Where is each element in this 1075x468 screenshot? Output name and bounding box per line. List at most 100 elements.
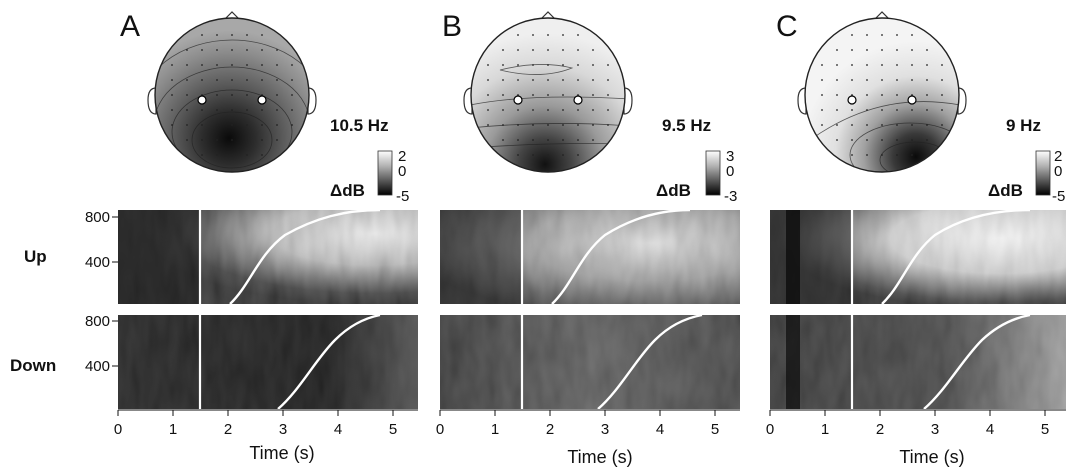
electrode-dot xyxy=(577,124,579,126)
x-tick-label: 1 xyxy=(169,421,177,438)
electrode-dot xyxy=(532,139,534,141)
colorbar-max: 2 xyxy=(1054,148,1062,165)
panel-a: A 10.5 Hz 2 0 -5 ΔdB xyxy=(85,10,418,463)
electrode-dot xyxy=(517,79,519,81)
electrode-dot xyxy=(866,94,868,96)
colorbar-mid: 0 xyxy=(1054,163,1062,180)
electrode-dot xyxy=(216,154,218,156)
colorbar-c: 2 0 -5 ΔdB xyxy=(988,148,1065,205)
electrode-dot xyxy=(851,34,853,36)
electrode-dot xyxy=(881,154,883,156)
electrode-dot xyxy=(171,124,173,126)
electrode-dot xyxy=(291,124,293,126)
x-tick-label: 2 xyxy=(224,421,232,438)
x-tick-label: 0 xyxy=(436,421,444,438)
colorbar-max: 3 xyxy=(726,148,734,165)
x-tick-label: 0 xyxy=(766,421,774,438)
electrode-dot xyxy=(926,109,928,111)
electrode-dot xyxy=(261,49,263,51)
electrode-dot xyxy=(911,139,913,141)
electrode-dot xyxy=(866,109,868,111)
electrode-dot xyxy=(231,124,233,126)
electrode-dot xyxy=(821,94,823,96)
electrode-dot xyxy=(881,124,883,126)
electrode-dot xyxy=(171,79,173,81)
electrode-dot xyxy=(517,124,519,126)
electrode-dot xyxy=(941,79,943,81)
electrode-dot xyxy=(836,124,838,126)
electrode-dot xyxy=(836,79,838,81)
electrode-dot xyxy=(851,64,853,66)
electrode-dot xyxy=(201,124,203,126)
electrode-dot xyxy=(547,139,549,141)
electrode-dot xyxy=(592,124,594,126)
left-ear-icon xyxy=(797,87,807,115)
panel-letter: C xyxy=(776,10,798,43)
right-ear-icon xyxy=(307,87,317,115)
electrode-dot xyxy=(276,124,278,126)
colorbar-b: 3 0 -3 ΔdB xyxy=(656,148,737,205)
electrode-dot xyxy=(881,49,883,51)
left-ear-icon xyxy=(463,87,473,115)
electrode-dot xyxy=(276,79,278,81)
electrode-dot xyxy=(836,49,838,51)
heatmap-up-c xyxy=(770,208,1066,305)
heatmap-up-b xyxy=(440,208,740,305)
electrode-dot xyxy=(896,34,898,36)
electrode-dot xyxy=(881,34,883,36)
electrode-dot xyxy=(186,64,188,66)
electrode-dot xyxy=(896,139,898,141)
electrode-dot xyxy=(866,124,868,126)
x-axis-label: Time (s) xyxy=(899,447,964,467)
electrode-dot xyxy=(881,94,883,96)
electrode-dot xyxy=(836,139,838,141)
topomap-c xyxy=(797,11,967,173)
electrode-dot xyxy=(911,64,913,66)
electrode-dot xyxy=(532,64,534,66)
electrode-dot xyxy=(547,64,549,66)
electrode-dot xyxy=(851,139,853,141)
electrode-dot xyxy=(911,34,913,36)
electrode-dot xyxy=(562,64,564,66)
electrode-dot xyxy=(547,109,549,111)
electrode-dot xyxy=(201,154,203,156)
electrode-dot xyxy=(607,124,609,126)
heatmap-down-c xyxy=(770,313,1066,410)
electrode-dot xyxy=(941,64,943,66)
electrode-dot xyxy=(577,49,579,51)
electrode-dot xyxy=(261,154,263,156)
frequency-label: 9.5 Hz xyxy=(662,116,711,135)
electrode-dot xyxy=(562,34,564,36)
electrode-grid xyxy=(487,34,609,156)
electrode-dot xyxy=(836,64,838,66)
electrode-dot xyxy=(851,124,853,126)
panel-letter: A xyxy=(120,10,140,43)
electrode-dot xyxy=(562,79,564,81)
electrode-dot xyxy=(926,79,928,81)
electrode-dot xyxy=(201,79,203,81)
electrode-dot xyxy=(487,94,489,96)
electrode-dot xyxy=(926,64,928,66)
electrode-dot xyxy=(216,49,218,51)
frequency-label: 10.5 Hz xyxy=(330,116,389,135)
electrode-dot xyxy=(517,154,519,156)
x-tick-label: 2 xyxy=(876,421,884,438)
contour-lines xyxy=(155,39,309,172)
electrode-dot xyxy=(851,154,853,156)
electrode-dot xyxy=(532,124,534,126)
electrode-dot xyxy=(851,109,853,111)
x-axis-label: Time (s) xyxy=(567,447,632,467)
electrode-dot xyxy=(517,49,519,51)
reaction-curve xyxy=(881,208,1031,305)
electrode-dot xyxy=(896,79,898,81)
electrode-dot xyxy=(291,109,293,111)
reaction-curve xyxy=(551,208,691,305)
electrode-dot xyxy=(941,94,943,96)
electrode-dot xyxy=(577,139,579,141)
electrode-dot xyxy=(261,139,263,141)
colorbar-a: 2 0 -5 ΔdB xyxy=(330,148,409,205)
electrode-dot xyxy=(911,49,913,51)
electrode-dot xyxy=(562,94,564,96)
electrode-dot xyxy=(171,64,173,66)
panel-c: C 9 Hz 2 0 -5 ΔdB xyxy=(766,10,1066,467)
